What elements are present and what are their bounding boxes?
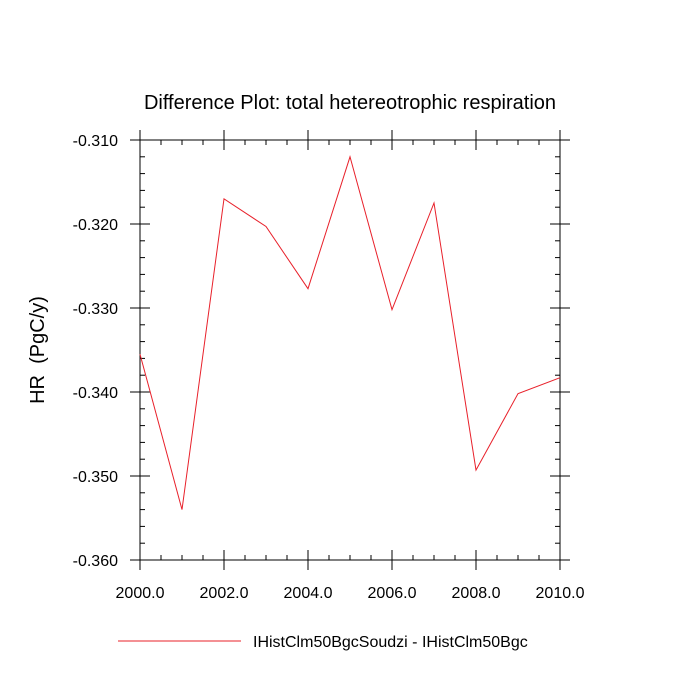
chart-title: Difference Plot: total hetereotrophic re… — [144, 92, 556, 114]
series-line — [139, 155, 561, 510]
x-tick-labels: 2000.0 2002.0 2004.0 2006.0 2008.0 2010.0 — [116, 585, 585, 602]
y-tick-label: -0.330 — [73, 301, 118, 318]
y-tick-label: -0.350 — [73, 469, 118, 486]
axis-ticks — [130, 130, 570, 570]
y-axis-label: HR (PgC/y) — [27, 296, 49, 404]
legend-label: IHistClm50BgcSoudzi - IHistClm50Bgc — [253, 634, 528, 651]
x-tick-label: 2008.0 — [452, 585, 501, 602]
y-tick-label: -0.360 — [73, 553, 118, 570]
x-tick-label: 2000.0 — [116, 585, 165, 602]
y-tick-labels: -0.310 -0.320 -0.330 -0.340 -0.350 -0.360 — [73, 133, 118, 570]
y-tick-label: -0.320 — [73, 217, 118, 234]
legend: IHistClm50BgcSoudzi - IHistClm50Bgc — [118, 634, 528, 651]
plot-frame — [139, 139, 561, 561]
x-tick-label: 2006.0 — [368, 585, 417, 602]
plot-border — [139, 139, 561, 561]
x-tick-label: 2002.0 — [200, 585, 249, 602]
y-tick-label: -0.340 — [73, 385, 118, 402]
x-tick-label: 2010.0 — [536, 585, 585, 602]
y-tick-label: -0.310 — [73, 133, 118, 150]
series-group — [139, 155, 561, 510]
x-tick-label: 2004.0 — [284, 585, 333, 602]
